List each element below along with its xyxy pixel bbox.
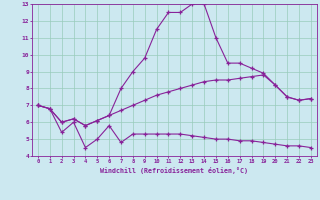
X-axis label: Windchill (Refroidissement éolien,°C): Windchill (Refroidissement éolien,°C) [100, 167, 248, 174]
